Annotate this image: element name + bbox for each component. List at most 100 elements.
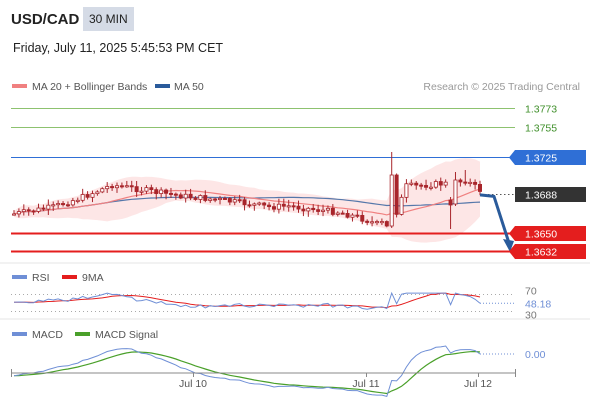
candle — [291, 202, 296, 211]
candle — [95, 190, 100, 196]
x-axis-tick-label: Jul 12 — [464, 378, 492, 390]
candle — [70, 197, 75, 207]
candle — [286, 199, 291, 212]
current-price-tag — [515, 187, 586, 202]
candle — [463, 170, 468, 186]
candle — [379, 218, 384, 226]
credit-label: Research © 2025 Trading Central — [423, 81, 580, 93]
candle — [227, 197, 232, 206]
candle — [168, 187, 173, 199]
candle — [242, 197, 247, 211]
candle — [115, 182, 120, 193]
candle — [271, 202, 276, 213]
candle — [374, 219, 379, 226]
candle — [276, 198, 281, 214]
support-resistance-levels — [11, 108, 515, 253]
candle — [360, 211, 365, 225]
candle — [355, 210, 360, 218]
x-axis: Jul 10 Jul 11 Jul 12 — [11, 369, 516, 390]
candle — [453, 172, 458, 206]
candle — [335, 211, 340, 217]
candle — [325, 205, 330, 214]
macd-current-label: 0.00 — [525, 349, 546, 361]
candle — [80, 188, 85, 203]
candle — [384, 220, 389, 228]
candle — [414, 181, 419, 190]
candle — [247, 200, 252, 208]
candle — [301, 204, 306, 217]
support-level-label: 1.3650 — [525, 229, 557, 241]
candle — [281, 198, 286, 211]
x-axis-tick-label: Jul 10 — [179, 378, 207, 390]
candle — [51, 201, 56, 211]
rsi-current-label: 48.18 — [525, 298, 551, 310]
candle — [237, 194, 242, 203]
current-price-label: 1.3688 — [525, 190, 557, 202]
candle — [188, 188, 193, 201]
main-legend: MA 20 + Bollinger Bands MA 50 Research ©… — [12, 81, 580, 93]
level-labels: 1.3773 1.3755 1.3725 1.3688 1.3650 1.3632 — [509, 104, 586, 259]
candle — [428, 182, 433, 191]
resistance-level-label: 1.3755 — [525, 123, 557, 135]
candle — [394, 173, 399, 218]
forecast-arrow-line — [479, 193, 511, 244]
symbol-title: USD/CAD — [11, 11, 80, 28]
candle — [144, 185, 149, 194]
candle — [61, 201, 66, 207]
candle — [350, 213, 355, 222]
macd-signal-legend-label: MACD Signal — [95, 329, 158, 341]
candle — [389, 152, 394, 228]
candle — [56, 200, 61, 209]
support-level-label: 1.3632 — [525, 247, 557, 259]
candle — [26, 207, 31, 216]
ma20-legend-label: MA 20 + Bollinger Bands — [32, 81, 147, 93]
candle — [365, 219, 370, 226]
forecast-arrow — [479, 193, 514, 252]
forecast-arrow-head — [503, 239, 514, 252]
candle — [178, 192, 183, 200]
candle — [330, 204, 335, 217]
candle — [100, 187, 105, 194]
candle — [448, 197, 453, 229]
x-axis-tick-label: Jul 11 — [352, 378, 379, 390]
candle — [404, 179, 409, 203]
candle — [41, 204, 46, 211]
candle — [222, 196, 227, 200]
candle — [124, 180, 129, 188]
macd-signal-line — [13, 350, 481, 395]
candle — [149, 184, 154, 195]
ma50-legend-label: MA 50 — [174, 81, 204, 93]
macd-line — [13, 345, 481, 398]
candle — [139, 186, 144, 196]
candle — [203, 190, 208, 203]
candle — [409, 179, 414, 187]
macd-legend: MACD MACD Signal — [12, 329, 158, 341]
candle — [85, 191, 90, 200]
rsi-tick-label: 70 — [525, 286, 537, 298]
candle — [75, 197, 80, 204]
candle — [458, 178, 463, 187]
ma50-legend-swatch — [155, 84, 170, 88]
candle — [370, 216, 375, 227]
macd-legend-label: MACD — [32, 329, 63, 341]
candle — [90, 190, 95, 203]
macd-signal-legend-swatch — [75, 332, 90, 336]
candles — [11, 152, 482, 229]
candle — [134, 180, 139, 197]
candle — [11, 210, 16, 216]
candle — [252, 202, 257, 211]
candle — [399, 194, 404, 216]
candle — [468, 178, 473, 187]
candle — [164, 188, 169, 200]
candle — [419, 182, 424, 190]
candle — [16, 208, 21, 218]
rsi-tick-label: 30 — [525, 310, 537, 322]
candle — [65, 201, 70, 208]
candle — [110, 183, 115, 191]
candle — [159, 187, 164, 198]
candle — [321, 204, 326, 217]
timeframe-badge[interactable]: 30 MIN — [83, 7, 134, 31]
candle — [46, 199, 51, 215]
